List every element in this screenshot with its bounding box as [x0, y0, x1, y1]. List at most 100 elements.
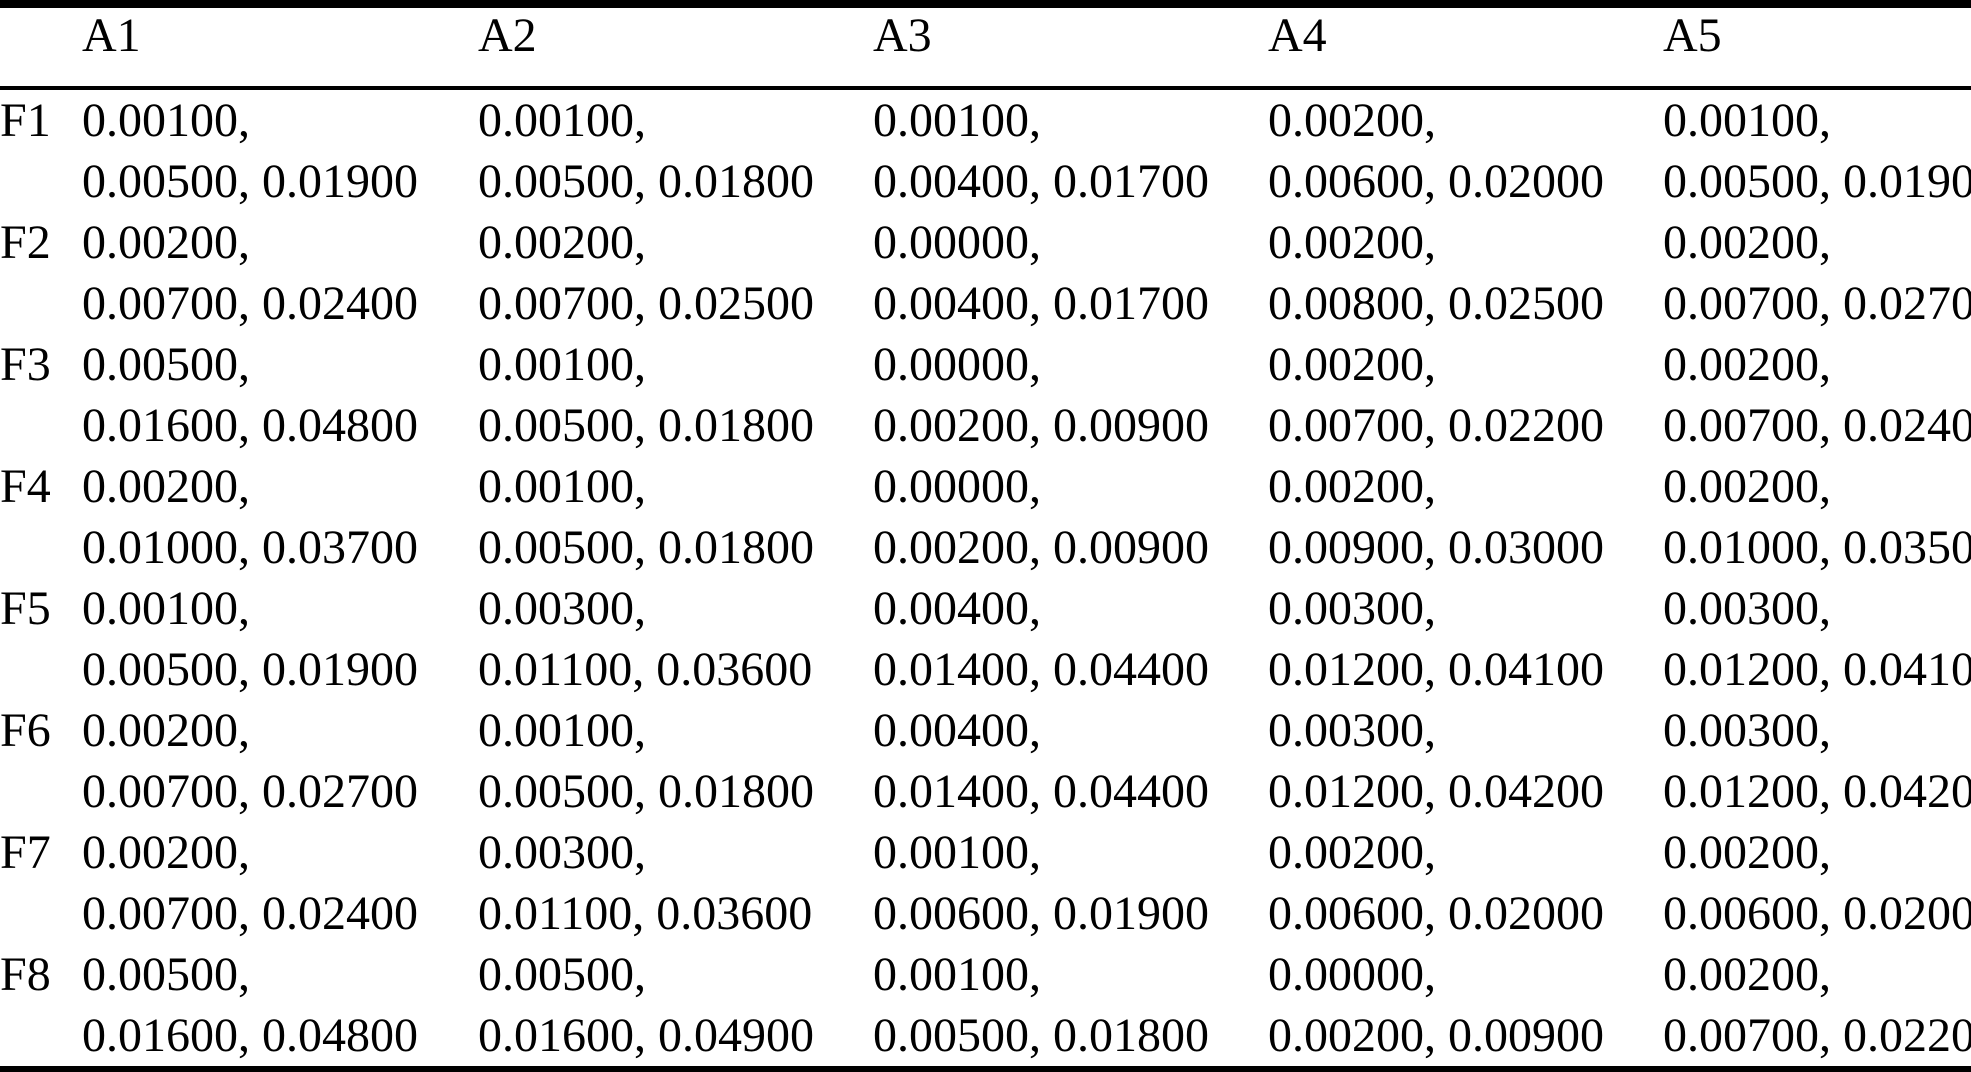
table-row-f2: F2 0.00200, 0.00700, 0.02400 0.00200, 0.00…: [0, 212, 1971, 334]
table-cell: 0.00100, 0.00500, 0.01800: [478, 456, 873, 578]
table-cell: 0.00200, 0.00700, 0.02700: [82, 700, 478, 822]
table-cell: 0.00300, 0.01100, 0.03600: [478, 822, 873, 944]
table-row-f1: F1 0.00100, 0.00500, 0.01900 0.00100, 0.00…: [0, 88, 1971, 212]
cell-line1: 0.00200,: [82, 704, 250, 757]
table-cell: 0.00200, 0.00700, 0.02500: [478, 212, 873, 334]
cell-line2: 0.00500, 0.01800: [478, 399, 814, 452]
cell-line2: 0.00600, 0.02000: [1268, 887, 1604, 940]
cell-line1: 0.00000,: [873, 460, 1041, 513]
table-row-f3: F3 0.00500, 0.01600, 0.04800 0.00100, 0.00…: [0, 334, 1971, 456]
table-cell: 0.00100, 0.00500, 0.01800: [478, 88, 873, 212]
cell-line2: 0.00500, 0.01800: [478, 155, 814, 208]
table-cell: 0.00200, 0.00700, 0.02200: [1268, 334, 1663, 456]
cell-line2: 0.00200, 0.00900: [873, 399, 1209, 452]
cell-line1: 0.00000,: [873, 338, 1041, 391]
cell-line1: 0.00100,: [873, 94, 1041, 147]
table-cell: 0.00200, 0.00600, 0.02000: [1268, 88, 1663, 212]
corner-cell: [0, 4, 82, 90]
cell-line1: 0.00000,: [1268, 948, 1436, 1001]
cell-line2: 0.01000, 0.03500: [1663, 521, 1971, 574]
table-cell: 0.00200, 0.00700, 0.02400: [82, 822, 478, 944]
row-label: F8: [0, 948, 51, 1001]
row-label: F4: [0, 460, 51, 513]
cell-line2: 0.00900, 0.03000: [1268, 521, 1604, 574]
cell-line2: 0.00400, 0.01700: [873, 155, 1209, 208]
cell-line1: 0.00100,: [873, 948, 1041, 1001]
cell-line1: 0.00000,: [873, 216, 1041, 269]
cell-line2: 0.01200, 0.04100: [1268, 643, 1604, 696]
cell-line1: 0.00100,: [82, 94, 250, 147]
cell-line2: 0.00700, 0.02500: [478, 277, 814, 330]
table-row-f6: F6 0.00200, 0.00700, 0.02700 0.00100, 0.00…: [0, 700, 1971, 822]
cell-line1: 0.00100,: [478, 94, 646, 147]
cell-line1: 0.00200,: [82, 216, 250, 269]
row-label: F3: [0, 338, 51, 391]
table-cell: 0.00300, 0.01200, 0.04100: [1663, 578, 1971, 700]
cell-line1: 0.00200,: [1663, 460, 1831, 513]
cell-line2: 0.00500, 0.01800: [873, 1009, 1209, 1062]
cell-line2: 0.00700, 0.02400: [1663, 399, 1971, 452]
cell-line1: 0.00500,: [82, 338, 250, 391]
cell-line1: 0.00400,: [873, 704, 1041, 757]
column-header-a1: A1: [82, 4, 478, 90]
cell-line1: 0.00500,: [478, 948, 646, 1001]
cell-line1: 0.00100,: [873, 826, 1041, 879]
header-row: A1 A2 A3 A4 A5: [0, 4, 1971, 90]
row-label: F2: [0, 216, 51, 269]
cell-line1: 0.00100,: [478, 460, 646, 513]
cell-line2: 0.01200, 0.04200: [1663, 765, 1971, 818]
row-label: F7: [0, 826, 51, 879]
table-cell: 0.00200, 0.00600, 0.02000: [1663, 822, 1971, 944]
table-cell: 0.00200, 0.00700, 0.02400: [82, 212, 478, 334]
cell-line2: 0.00700, 0.02200: [1663, 1009, 1971, 1062]
cell-line2: 0.00600, 0.02000: [1268, 155, 1604, 208]
cell-line2: 0.00500, 0.01900: [1663, 155, 1971, 208]
cell-line2: 0.00700, 0.02700: [1663, 277, 1971, 330]
table-cell: 0.00000, 0.00200, 0.00900: [873, 456, 1268, 578]
cell-line2: 0.01200, 0.04100: [1663, 643, 1971, 696]
table-cell: 0.00100, 0.00500, 0.01800: [478, 700, 873, 822]
cell-line2: 0.00700, 0.02400: [82, 277, 418, 330]
table-cell: 0.00200, 0.00700, 0.02700: [1663, 212, 1971, 334]
cell-line1: 0.00200,: [1268, 826, 1436, 879]
cell-line1: 0.00200,: [1663, 216, 1831, 269]
cell-line1: 0.00400,: [873, 582, 1041, 635]
cell-line2: 0.00600, 0.01900: [873, 887, 1209, 940]
table-cell: 0.00000, 0.00400, 0.01700: [873, 212, 1268, 334]
table-body: F1 0.00100, 0.00500, 0.01900 0.00100, 0.00…: [0, 88, 1971, 1070]
table-header: A1 A2 A3 A4 A5: [0, 4, 1971, 90]
table-cell: 0.00300, 0.01200, 0.04200: [1663, 700, 1971, 822]
cell-line1: 0.00300,: [478, 826, 646, 879]
cell-line2: 0.00500, 0.01900: [82, 155, 418, 208]
row-label: F6: [0, 704, 51, 757]
cell-line2: 0.01100, 0.03600: [478, 887, 813, 940]
cell-line1: 0.00200,: [1268, 338, 1436, 391]
table-cell: 0.00300, 0.01200, 0.04200: [1268, 700, 1663, 822]
column-header-a3: A3: [873, 4, 1268, 90]
table-cell: 0.00300, 0.01200, 0.04100: [1268, 578, 1663, 700]
table-cell: 0.00200, 0.00900, 0.03000: [1268, 456, 1663, 578]
table-cell: 0.00200, 0.00600, 0.02000: [1268, 822, 1663, 944]
cell-line1: 0.00200,: [1663, 826, 1831, 879]
cell-line1: 0.00200,: [1663, 338, 1831, 391]
table-cell: 0.00500, 0.01600, 0.04900: [478, 944, 873, 1070]
cell-line2: 0.01600, 0.04800: [82, 399, 418, 452]
cell-line1: 0.00200,: [1268, 216, 1436, 269]
cell-line1: 0.00300,: [1663, 582, 1831, 635]
table-cell: 0.00100, 0.00600, 0.01900: [873, 822, 1268, 944]
table-cell: 0.00100, 0.00500, 0.01900: [82, 88, 478, 212]
column-header-a4: A4: [1268, 4, 1663, 90]
table-cell: 0.00500, 0.01600, 0.04800: [82, 944, 478, 1070]
cell-line2: 0.00400, 0.01700: [873, 277, 1209, 330]
cell-line2: 0.00500, 0.01800: [478, 765, 814, 818]
cell-line1: 0.00100,: [1663, 94, 1831, 147]
cell-line2: 0.00700, 0.02400: [82, 887, 418, 940]
cell-line2: 0.01400, 0.04400: [873, 643, 1209, 696]
cell-line2: 0.00200, 0.00900: [1268, 1009, 1604, 1062]
row-label: F5: [0, 582, 51, 635]
table-row-f7: F7 0.00200, 0.00700, 0.02400 0.00300, 0.01…: [0, 822, 1971, 944]
cell-line2: 0.01400, 0.04400: [873, 765, 1209, 818]
cell-line1: 0.00200,: [82, 460, 250, 513]
column-header-a5: A5: [1663, 4, 1971, 90]
